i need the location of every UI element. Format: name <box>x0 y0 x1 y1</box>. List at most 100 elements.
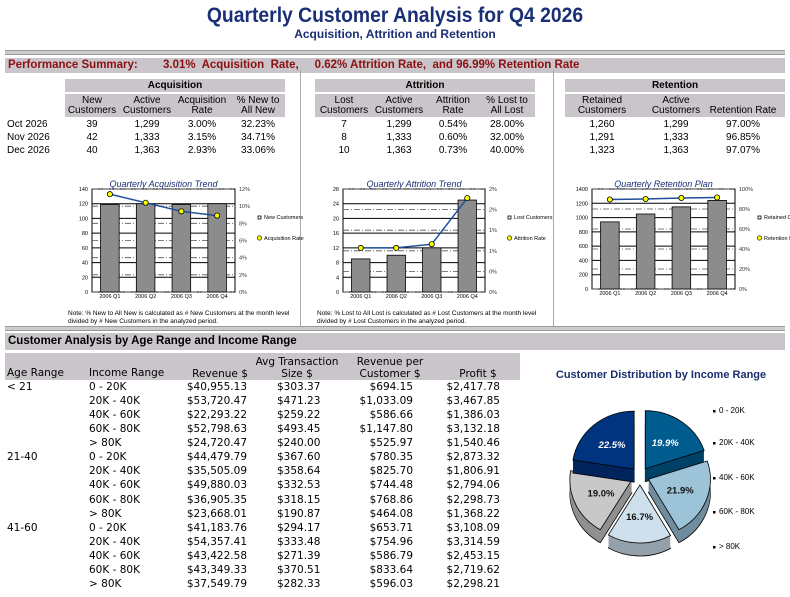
x-tick-label: 2006 Q3 <box>421 294 442 300</box>
table-cell: $23,668.01 <box>186 507 247 520</box>
table-cell: $240.00 <box>277 437 321 450</box>
y-tick-label: 1400 <box>576 187 588 193</box>
table-cell: $2,298.21 <box>446 577 500 590</box>
table-cell: 34.71% <box>241 132 275 143</box>
y-tick-label: 24 <box>333 202 339 208</box>
legend-label: 0 - 20K <box>719 406 745 415</box>
chart-title: Quarterly Retention Plan <box>614 179 713 189</box>
row-label: > 80K <box>89 507 122 520</box>
performance-summary-bar: Performance Summary: 3.01% Acquisition R… <box>5 58 785 73</box>
x-tick-label: 2006 Q3 <box>671 291 692 297</box>
table-cell: $586.79 <box>369 549 413 562</box>
table-cell: $825.70 <box>369 465 413 478</box>
row-label: 20K - 40K <box>89 535 140 548</box>
table-cell: 10 <box>338 145 350 156</box>
bar <box>707 200 727 290</box>
bar <box>100 204 120 293</box>
rate-point <box>678 194 685 201</box>
y-tick-label: 60 <box>82 246 88 252</box>
row-label: 60K - 80K <box>89 563 140 576</box>
legend-label: Attrition Rate <box>514 236 546 242</box>
table-cell: $35,505.09 <box>186 465 247 478</box>
table-cell: 1,363 <box>386 145 412 156</box>
table-cell: $40,955.13 <box>186 381 247 393</box>
table-cell: 1,333 <box>386 132 412 143</box>
note-text: Note: % New to All New is calculated as … <box>68 310 290 317</box>
table-cell: $22,293.22 <box>186 409 247 422</box>
table-cell: $3,314.59 <box>446 535 500 548</box>
note-text: Note: % Lost to All Lost is calculated a… <box>317 310 537 317</box>
table-cell: 1,299 <box>386 119 412 130</box>
legend-swatch <box>757 215 762 220</box>
table-cell: 32.23% <box>241 119 275 130</box>
y2-tick-label: 0% <box>489 269 497 275</box>
x-tick-label: 2006 Q2 <box>386 294 407 300</box>
table-cell: $3,108.09 <box>446 521 500 534</box>
legend-label: Acquisition Rate <box>264 236 304 242</box>
x-tick-label: 2006 Q2 <box>135 294 156 300</box>
column-header: All New <box>241 105 275 116</box>
table-cell: $271.39 <box>277 549 321 562</box>
rate-point <box>606 196 613 203</box>
y2-tick-label: 20% <box>739 267 750 273</box>
table-cell: $596.03 <box>369 577 413 590</box>
table-cell: $53,720.47 <box>186 395 247 408</box>
y2-tick-label: 2% <box>489 187 497 193</box>
column-header: Customers <box>374 105 424 116</box>
attrition-subheader <box>315 94 535 117</box>
column-header: Active <box>133 95 161 106</box>
pie-slice-label: 22.5% <box>598 440 626 451</box>
column-header: Acquisition <box>177 95 227 106</box>
table-cell: $768.86 <box>369 493 413 506</box>
table-cell: $282.33 <box>277 577 321 590</box>
table-cell: $1,147.80 <box>359 423 413 436</box>
table-cell: 42 <box>86 132 98 143</box>
pie-slice <box>607 484 672 544</box>
y2-tick-label: 0% <box>739 287 747 293</box>
table-cell: $464.08 <box>369 507 413 520</box>
y2-tick-label: 2% <box>489 208 497 214</box>
attrition-group-header <box>315 79 535 92</box>
table-cell: 40.00% <box>490 145 524 156</box>
table-cell: $318.15 <box>277 493 321 506</box>
table-cell: $294.17 <box>277 521 321 534</box>
table-cell: $43,349.33 <box>186 563 247 576</box>
table-cell: $744.48 <box>369 479 413 492</box>
table-cell: 3.15% <box>187 132 217 143</box>
column-header: Retention Rate <box>709 105 777 116</box>
table-cell: $694.15 <box>369 381 413 393</box>
pie-slice-label: 19.9% <box>652 438 679 449</box>
acquisition-subheader <box>65 94 285 117</box>
month-label: Dec 2026 <box>7 145 50 156</box>
table-cell: $367.60 <box>277 451 321 464</box>
table-cell: 2.93% <box>187 145 217 156</box>
y-tick-label: 100 <box>79 216 88 222</box>
row-label: 40K - 60K <box>89 409 140 422</box>
column-header: Active <box>385 95 413 106</box>
row-label: 0 - 20K <box>89 521 127 534</box>
x-tick-label: 2006 Q1 <box>350 294 371 300</box>
bar <box>635 213 656 290</box>
column-header: New <box>81 95 103 106</box>
rate-line <box>360 197 468 249</box>
table-cell: 1,299 <box>134 119 160 130</box>
y-tick-label: 600 <box>579 244 588 250</box>
x-tick-label: 2006 Q4 <box>707 291 728 297</box>
table-cell: 32.00% <box>490 132 524 143</box>
mini-chart: 0 200 400 600 800 1000 1200 1400 0% 20% 40% 60% 80% 1… <box>576 179 790 297</box>
column-header: Customers <box>577 105 627 116</box>
table-cell: $43,422.58 <box>186 549 247 562</box>
divider <box>5 50 785 55</box>
table-cell: 1,291 <box>589 132 615 143</box>
y2-tick-label: 12% <box>239 187 250 193</box>
y-tick-label: 0 <box>85 290 88 296</box>
row-label: 0 - 20K <box>89 381 127 393</box>
table-cell: $3,467.85 <box>446 395 500 408</box>
divider <box>300 70 301 326</box>
column-header: Size $ <box>281 368 313 380</box>
column-header: Customers <box>67 105 117 116</box>
table-cell: $332.53 <box>277 479 321 492</box>
y-tick-label: 8 <box>336 261 339 267</box>
rate-point <box>428 241 435 248</box>
table-cell: $586.66 <box>369 409 413 422</box>
